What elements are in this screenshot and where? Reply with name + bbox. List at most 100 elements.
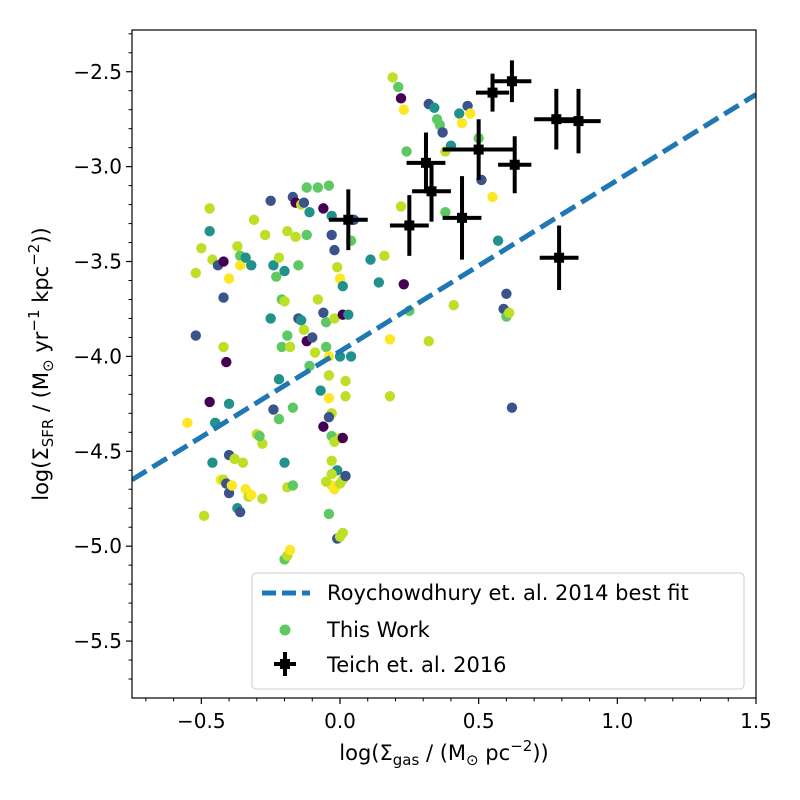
x-tick-label: 1.5 xyxy=(740,709,772,733)
this-work-point xyxy=(273,252,285,263)
x-tick-label: 0.0 xyxy=(324,709,356,733)
this-work-point xyxy=(223,273,235,284)
this-work-point xyxy=(301,229,312,241)
this-work-point xyxy=(290,231,301,243)
this-work-point xyxy=(298,324,310,336)
teich-point xyxy=(389,195,429,256)
this-work-point xyxy=(423,336,434,347)
teich-point xyxy=(492,60,532,103)
this-work-point xyxy=(190,330,201,341)
y-tick-label: −2.5 xyxy=(73,60,122,84)
teich-marker xyxy=(426,186,437,197)
this-work-point xyxy=(323,392,335,404)
legend-teich-swatch xyxy=(274,652,296,676)
this-work-point xyxy=(340,391,351,402)
teich-marker xyxy=(509,159,520,170)
this-work-point xyxy=(337,280,348,292)
this-work-point xyxy=(196,243,207,254)
teich-marker xyxy=(554,252,565,263)
this-work-point xyxy=(320,341,332,353)
this-work-point xyxy=(437,127,448,138)
this-work-point xyxy=(204,225,215,237)
teich-marker xyxy=(457,212,468,223)
this-work-point xyxy=(218,292,229,303)
this-work-point xyxy=(343,309,354,320)
this-work-point xyxy=(287,402,299,413)
teich-point xyxy=(539,225,579,290)
teich-point xyxy=(442,176,482,260)
y-tick-label: −5.5 xyxy=(73,629,122,653)
this-work-point xyxy=(340,470,351,482)
this-work-point xyxy=(254,430,265,442)
this-work-point xyxy=(257,493,268,504)
teich-marker xyxy=(473,144,484,155)
this-work-point xyxy=(204,203,215,214)
this-work-point xyxy=(248,214,260,225)
this-work-point xyxy=(384,391,396,402)
this-work-point xyxy=(440,206,451,218)
this-work-point xyxy=(454,108,465,119)
this-work-point xyxy=(323,370,335,381)
y-axis-label: log(ΣSFR / (M⊙ yr−1 kpc−2)) xyxy=(25,227,57,501)
this-work-point xyxy=(182,417,193,429)
this-work-point xyxy=(373,277,385,288)
this-work-point xyxy=(221,356,232,368)
this-work-point xyxy=(190,267,201,279)
this-work-point xyxy=(379,250,390,262)
this-work-point xyxy=(268,404,279,415)
this-work-point xyxy=(465,108,476,119)
teich-marker xyxy=(506,76,517,87)
this-work-point xyxy=(487,191,498,203)
this-work-point xyxy=(218,256,229,267)
this-work-point xyxy=(401,146,412,157)
this-work-point xyxy=(295,315,307,326)
this-work-point xyxy=(329,244,340,256)
this-work-point xyxy=(237,457,249,468)
best-fit-line xyxy=(132,92,756,482)
this-work-point xyxy=(279,296,290,307)
this-work-point xyxy=(501,288,512,299)
this-work-point xyxy=(326,229,337,241)
this-work-point xyxy=(271,271,282,282)
y-axis: −2.5 −3.0 −3.5 −4.0 −4.5 −5.0 −5.5 xyxy=(73,33,132,680)
this-work-point xyxy=(298,197,310,208)
this-work-point xyxy=(273,413,285,425)
teich-point xyxy=(412,160,451,222)
teich-point xyxy=(328,189,368,251)
this-work-point xyxy=(287,480,299,491)
this-work-point xyxy=(312,182,324,193)
this-work-point xyxy=(284,341,296,353)
this-work-point xyxy=(323,508,335,520)
x-axis: −0.5 0.0 0.5 1.0 1.5 xyxy=(145,698,772,733)
teich-point xyxy=(475,73,510,112)
this-work-point xyxy=(365,254,376,265)
this-work-point xyxy=(315,385,326,396)
teich-marker xyxy=(487,87,498,98)
this-work-point xyxy=(318,307,329,318)
this-work-point xyxy=(207,457,218,468)
this-work-point xyxy=(246,489,257,501)
y-tick-label: −4.0 xyxy=(73,344,122,368)
this-work-point xyxy=(395,201,407,212)
this-work-point xyxy=(204,396,215,408)
y-tick-label: −5.0 xyxy=(73,534,122,558)
x-tick-label: −0.5 xyxy=(177,709,226,733)
this-work-point xyxy=(384,334,396,345)
this-work-point xyxy=(398,104,409,115)
this-work-point xyxy=(503,307,515,318)
y-tick-label: −4.5 xyxy=(73,439,122,463)
this-work-point xyxy=(307,332,318,343)
this-work-point xyxy=(337,527,348,539)
this-work-point xyxy=(279,457,290,468)
this-work-point xyxy=(198,510,210,522)
this-work-point xyxy=(429,102,440,114)
plot-frame xyxy=(131,29,757,699)
teich-point xyxy=(498,136,532,194)
this-work-point xyxy=(340,375,351,387)
this-work-point xyxy=(318,203,329,214)
this-work-point xyxy=(337,432,348,444)
this-work-point xyxy=(218,341,229,353)
this-work-point xyxy=(320,317,332,328)
this-work-point xyxy=(301,182,312,193)
